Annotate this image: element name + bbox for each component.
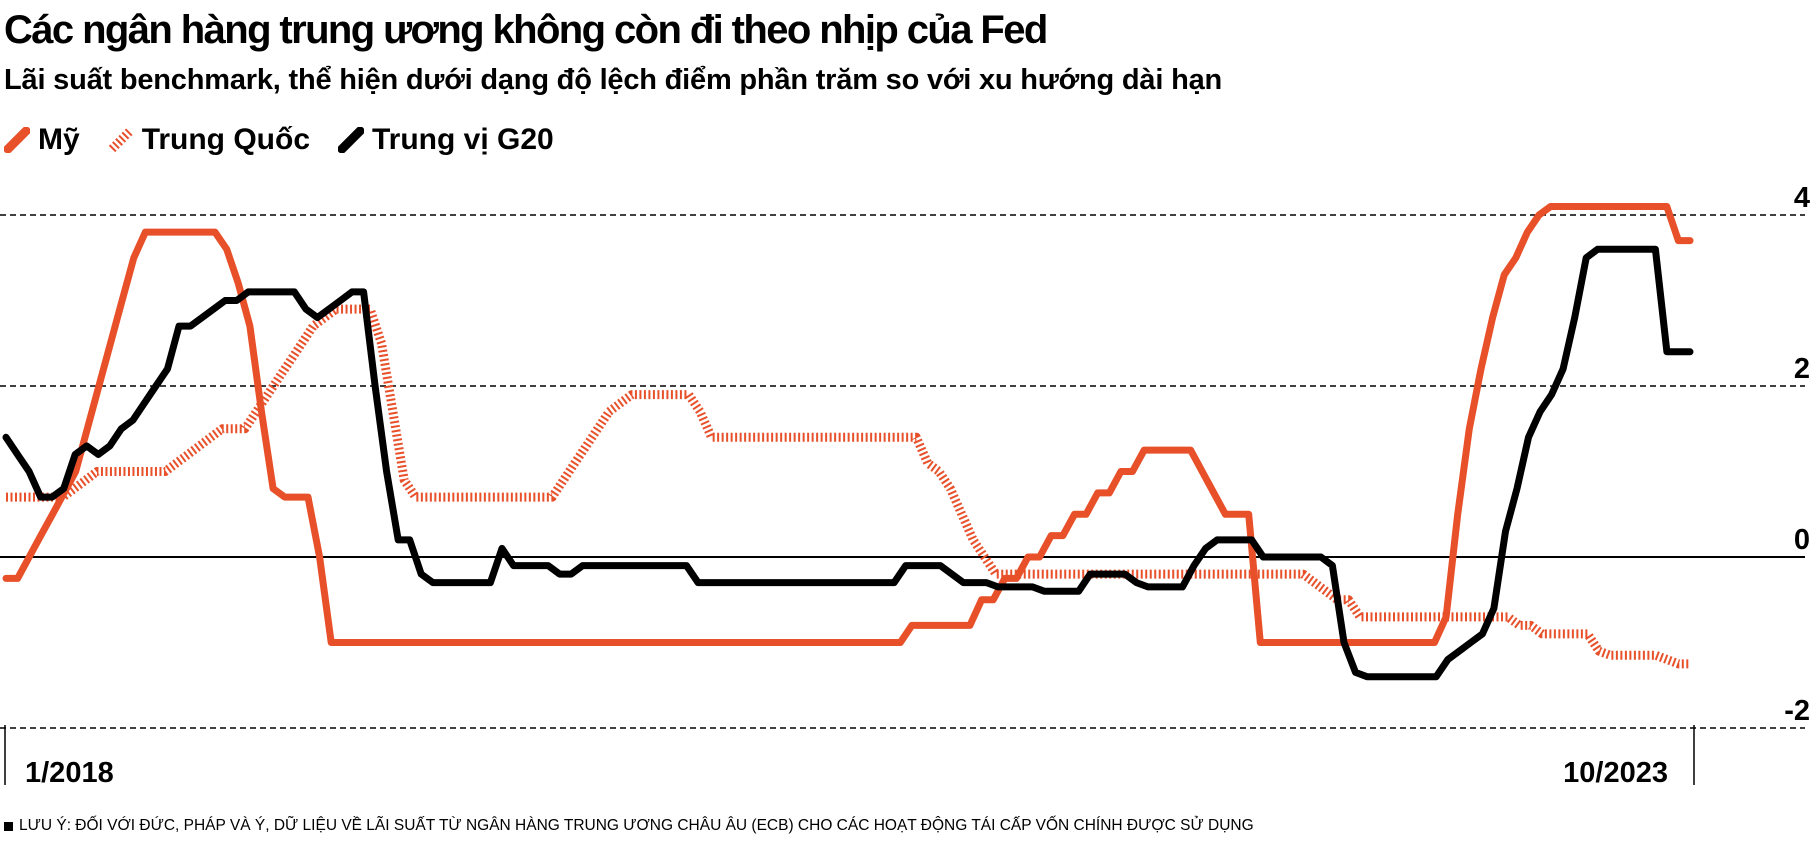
legend-item-g20: Trung vị G20	[338, 123, 554, 157]
y-tick-label: 2	[1794, 353, 1810, 385]
legend-swatch-us	[4, 127, 30, 153]
note-square-icon	[4, 821, 13, 831]
y-tick-label: 4	[1794, 182, 1810, 214]
series-china-line	[6, 304, 1690, 669]
legend: Mỹ Trung Quốc Trung vị G20	[4, 120, 582, 160]
y-tick-label: 0	[1794, 524, 1810, 556]
legend-swatch-g20	[338, 127, 365, 153]
series-us-line	[2, 203, 1694, 646]
y-tick-label: -2	[1784, 695, 1810, 727]
footnote-text: LƯU Ý: ĐỐI VỚI ĐỨC, PHÁP VÀ Ý, DỮ LIỆU V…	[19, 817, 1254, 834]
legend-label-china: Trung Quốc	[141, 123, 311, 156]
series-g20-line	[2, 245, 1694, 681]
grid-lines	[0, 214, 1805, 729]
footnote: LƯU Ý: ĐỐI VỚI ĐỨC, PHÁP VÀ Ý, DỮ LIỆU V…	[4, 817, 1254, 835]
y-axis-ticks: 4 2 0 -2	[1784, 182, 1810, 727]
chart-subtitle: Lãi suất benchmark, thể hiện dưới dạng đ…	[4, 64, 1223, 96]
legend-item-us: Mỹ	[4, 123, 80, 157]
series-lines	[2, 203, 1694, 681]
legend-label-us: Mỹ	[38, 123, 80, 156]
x-tick-label-end: 10/2023	[1563, 757, 1668, 789]
legend-swatch-china	[108, 127, 133, 153]
line-chart: 4 2 0 -2 1/2018 10/2023	[0, 182, 1810, 789]
legend-label-g20: Trung vị G20	[372, 123, 554, 156]
x-axis: 1/2018 10/2023	[4, 725, 1695, 789]
chart-title: Các ngân hàng trung ương không còn đi th…	[4, 8, 1048, 52]
x-tick-label-start: 1/2018	[25, 757, 114, 789]
legend-item-china: Trung Quốc	[108, 123, 310, 157]
